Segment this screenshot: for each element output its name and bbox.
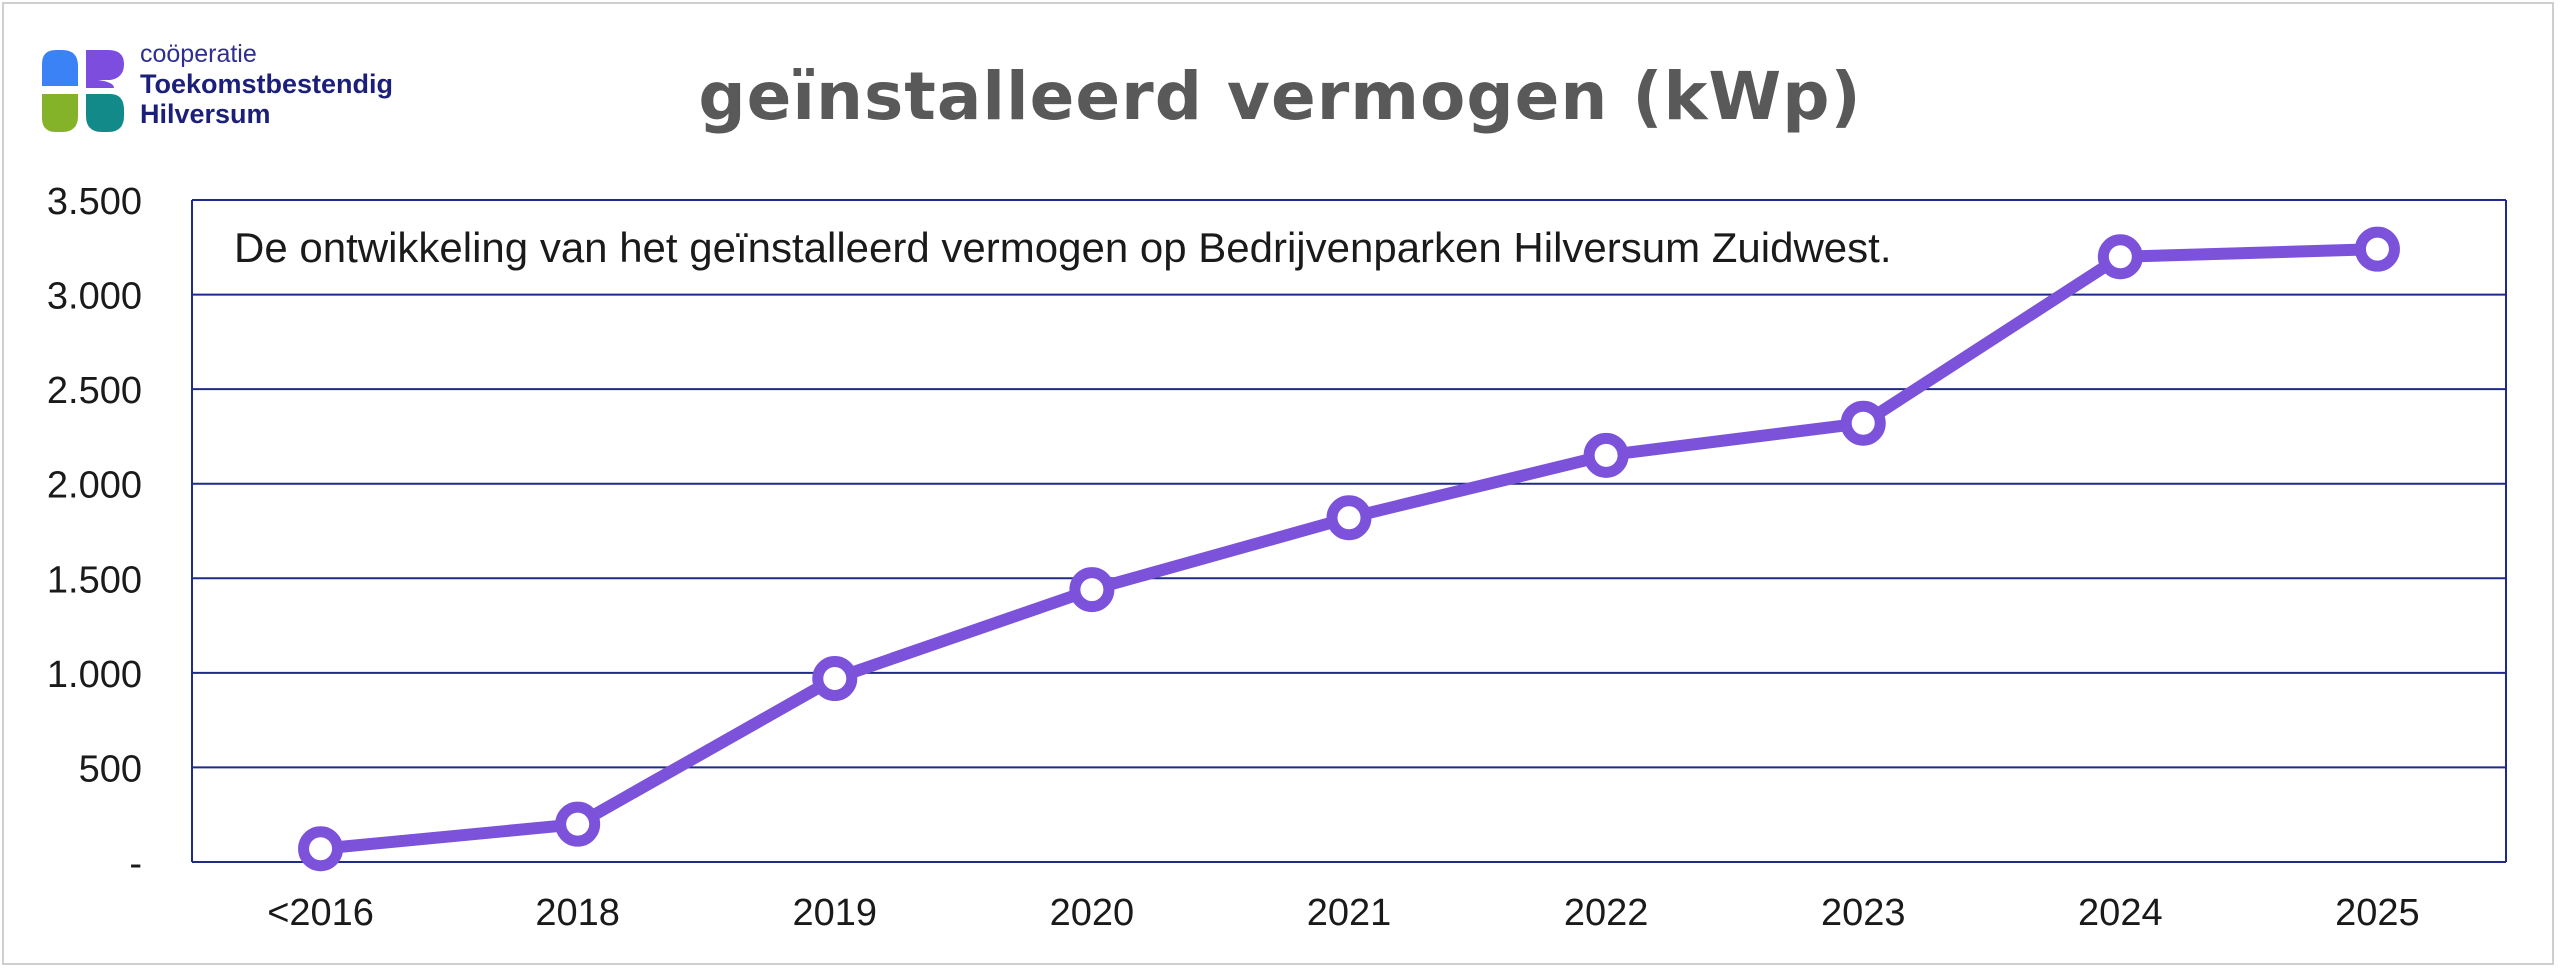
x-tick-label: 2024 xyxy=(2078,892,2163,934)
x-tick-label: 2021 xyxy=(1307,892,1392,934)
chart-title: geïnstalleerd vermogen (kWp) xyxy=(698,58,1862,135)
data-point xyxy=(298,826,344,872)
x-tick-label: 2025 xyxy=(2335,892,2420,934)
y-tick-label: 2.500 xyxy=(47,370,142,412)
data-point xyxy=(1583,432,1629,478)
series-line xyxy=(314,243,2384,855)
data-point xyxy=(2354,226,2400,272)
y-tick-label: 3.000 xyxy=(47,276,142,318)
x-tick-label: 2019 xyxy=(793,892,878,934)
data-point xyxy=(812,656,858,702)
x-tick-label: 2020 xyxy=(1050,892,1135,934)
chart-annotation: De ontwikkeling van het geïnstalleerd ve… xyxy=(234,224,1892,271)
logo-line-toekomstbestendig: Toekomstbestendig xyxy=(140,69,394,99)
x-tick-label: 2023 xyxy=(1821,892,1906,934)
x-tick-label: <2016 xyxy=(267,892,374,934)
y-tick-label: 500 xyxy=(79,748,142,790)
data-point xyxy=(555,801,601,847)
logo-text: coöperatie Toekomstbestendig Hilversum xyxy=(140,42,393,128)
data-point xyxy=(1840,400,1886,446)
logo-line-cooperatie: coöperatie xyxy=(140,40,257,68)
data-point xyxy=(1326,495,1372,541)
y-tick-label: 1.500 xyxy=(47,559,142,601)
logo: coöperatie Toekomstbestendig Hilversum xyxy=(38,42,418,142)
y-tick-label: - xyxy=(129,843,142,885)
data-point xyxy=(1069,567,1115,613)
x-tick-label: 2018 xyxy=(535,892,620,934)
data-point xyxy=(2097,234,2143,280)
clover-logo-icon xyxy=(42,50,124,132)
y-tick-label: 1.000 xyxy=(47,654,142,696)
logo-line-hilversum: Hilversum xyxy=(140,99,271,129)
x-tick-label: 2022 xyxy=(1564,892,1649,934)
y-tick-label: 3.500 xyxy=(47,181,142,223)
y-tick-label: 2.000 xyxy=(47,465,142,507)
